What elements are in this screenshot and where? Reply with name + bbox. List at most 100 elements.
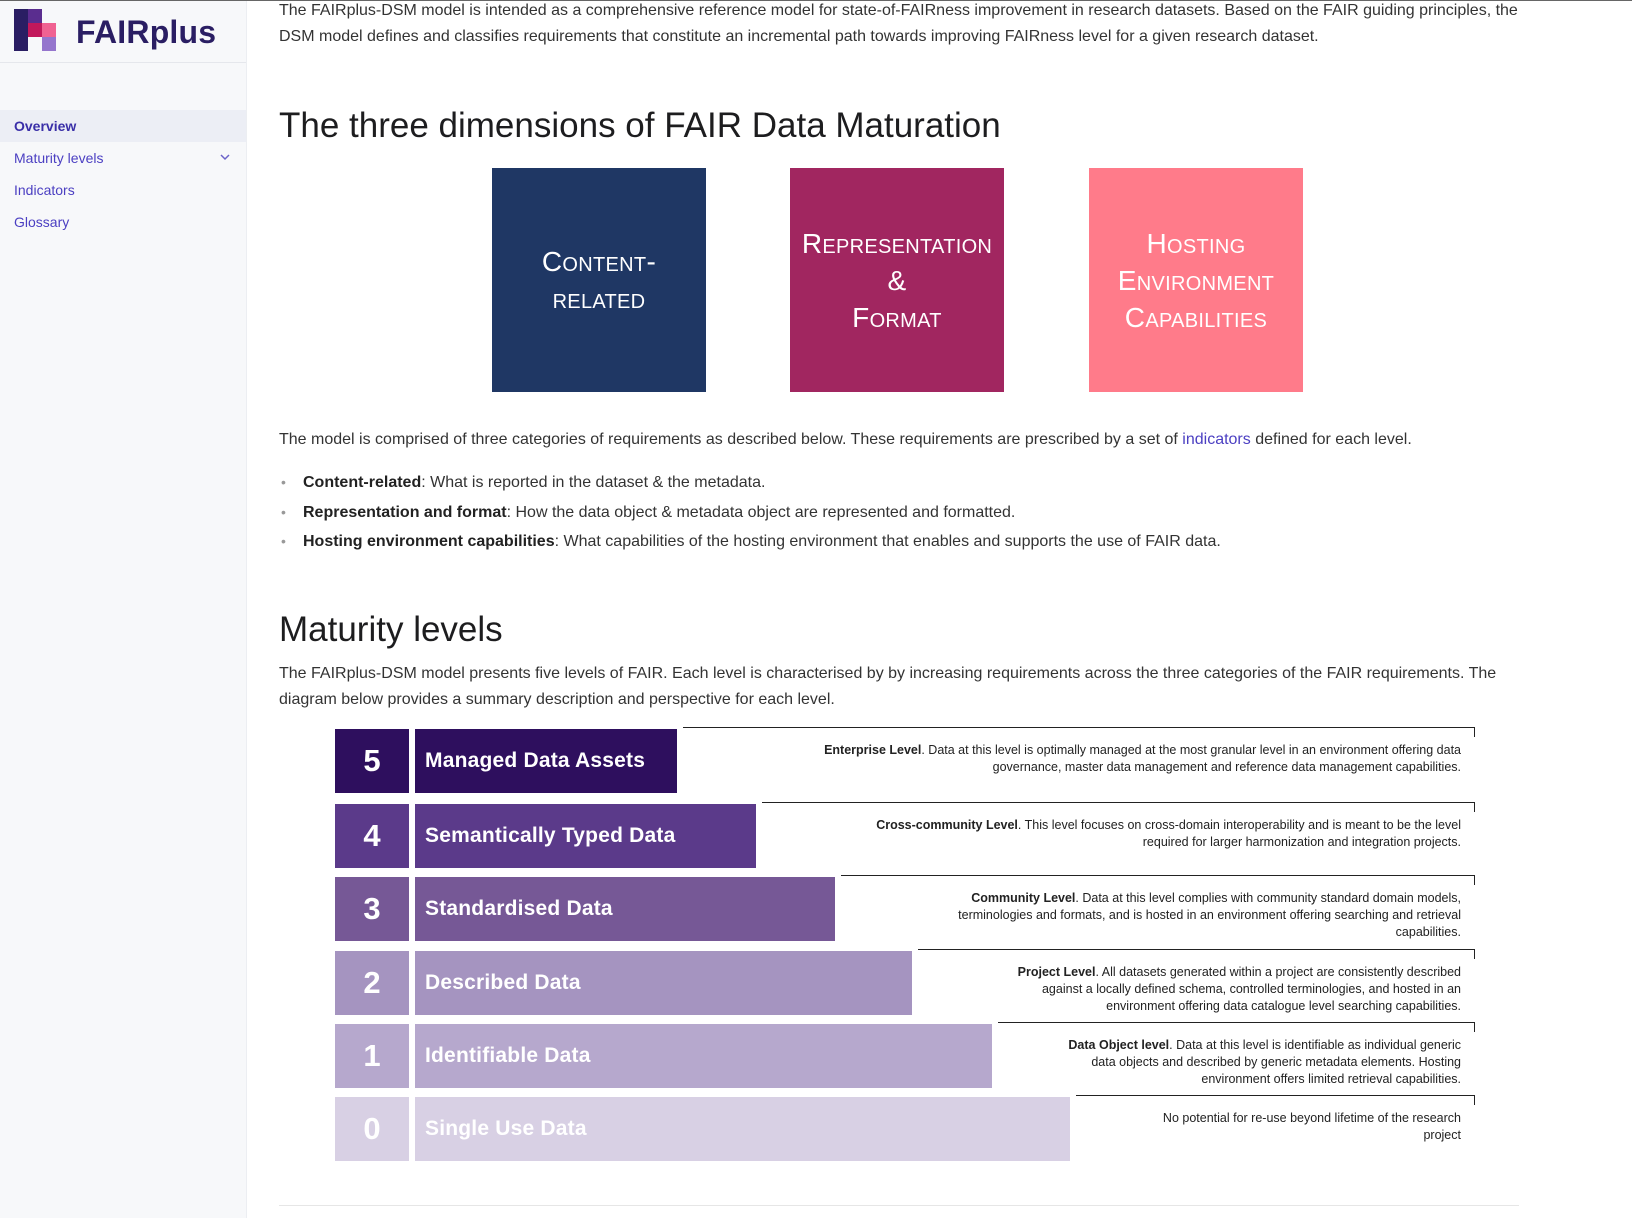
level-description-title: Cross-community Level: [876, 818, 1018, 832]
sidebar: FAIRplus Overview Maturity levels Indica…: [0, 1, 247, 1218]
level-name-bar: Single Use Data: [415, 1097, 1070, 1161]
list-item-term: Content-related: [303, 474, 422, 491]
list-item: • Hosting environment capabilities: What …: [279, 527, 1519, 557]
level-number: 5: [335, 729, 409, 793]
dimension-line: Capabilities: [1124, 301, 1268, 333]
level-description-tick: [1474, 949, 1475, 959]
level-number: 4: [335, 804, 409, 868]
bullet-icon: •: [281, 503, 286, 520]
level-description-rule: [762, 802, 1475, 803]
level-description-rule: [1076, 1095, 1475, 1096]
level-description-line: capabilities.: [841, 924, 1461, 941]
level-description-text: environment offers limited retrieval cap…: [1201, 1072, 1461, 1086]
level-description-text: data objects and described by generic me…: [1091, 1055, 1461, 1069]
level-description-title: Project Level: [1017, 965, 1096, 979]
level-description-rule: [683, 727, 1475, 728]
dimension-line: &: [887, 264, 907, 296]
sidebar-item-glossary[interactable]: Glossary: [0, 206, 246, 238]
level-description-rule: [998, 1022, 1475, 1023]
chevron-down-icon[interactable]: [218, 150, 232, 164]
level-description-tick: [1474, 802, 1475, 812]
brand-name: FAIRplus: [76, 14, 217, 50]
level-name-bar: Semantically Typed Data: [415, 804, 756, 868]
dimension-line: Content-: [541, 246, 657, 277]
top-border: [0, 0, 1632, 1]
maturity-levels-diagram: 5 Managed Data Assets Enterprise Level. Da…: [335, 727, 1475, 1165]
brand[interactable]: FAIRplus: [14, 9, 234, 61]
indicators-link[interactable]: indicators: [1182, 431, 1251, 448]
level-description-line: required for larger harmonization and in…: [762, 834, 1461, 851]
level-number: 1: [335, 1024, 409, 1088]
level-description-text: This level focuses on cross-domain inter…: [1024, 818, 1461, 832]
list-item-text: : What capabilities of the hosting envir…: [554, 533, 1221, 550]
level-name-bar: Identifiable Data: [415, 1024, 992, 1088]
level-description: Community Level. Data at this level comp…: [841, 890, 1461, 941]
sidebar-item-maturity-levels[interactable]: Maturity levels: [0, 142, 246, 174]
list-item: • Content-related: What is reported in th…: [279, 468, 1519, 498]
sidebar-item-overview[interactable]: Overview: [0, 110, 246, 142]
sidebar-item-label: Indicators: [14, 182, 75, 198]
level-description-text: project: [1423, 1128, 1461, 1142]
bullet-icon: •: [281, 533, 286, 549]
level-name-bar: Described Data: [415, 951, 912, 1015]
level-description-line: Community Level. Data at this level comp…: [971, 891, 1461, 905]
level-description-text: Data at this level complies with communi…: [1082, 891, 1461, 905]
level-description-text: required for larger harmonization and in…: [1142, 835, 1461, 849]
level-description-line: Enterprise Level. Data at this level is …: [824, 743, 1461, 757]
fairplus-logo-icon: [14, 9, 58, 53]
level-name-bar: Standardised Data: [415, 877, 835, 941]
level-description-line: data objects and described by generic me…: [998, 1054, 1461, 1071]
level-description-line: Cross-community Level. This level focuse…: [876, 818, 1461, 832]
level-description-line: Data Object level. Data at this level is…: [1068, 1038, 1461, 1052]
dimension-content-related: Content-related: [492, 168, 706, 392]
dimension-line: Hosting: [1146, 227, 1246, 259]
level-description-text: No potential for re-use beyond lifetime …: [1162, 1111, 1461, 1125]
bullet-icon: •: [281, 474, 286, 490]
dimension-line: Format: [852, 301, 942, 333]
level-description-tick: [1474, 727, 1475, 737]
level-number: 0: [335, 1097, 409, 1161]
level-number: 3: [335, 877, 409, 941]
section-divider: [279, 1205, 1519, 1206]
level-description-text: environment offering data catalogue leve…: [1106, 999, 1461, 1013]
level-description-text: Data at this level is identifiable as in…: [1176, 1038, 1461, 1052]
level-description-text: Data at this level is optimally managed …: [928, 743, 1461, 757]
model-text: The model is comprised of three categori…: [279, 431, 1183, 448]
sidebar-divider: [0, 62, 246, 63]
model-text: defined for each level.: [1250, 431, 1412, 448]
level-number: 2: [335, 951, 409, 1015]
maturity-heading: Maturity levels: [279, 610, 503, 649]
level-description: Data Object level. Data at this level is…: [998, 1037, 1461, 1088]
sidebar-item-label: Glossary: [14, 214, 70, 230]
level-description-rule: [841, 875, 1475, 876]
dimension-hosting-environment: Hosting Environment Capabilities: [1089, 168, 1303, 392]
level-description-text: All datasets generated within a project …: [1101, 965, 1461, 979]
dimension-line: related: [552, 283, 646, 314]
list-item: • Representation and format: How the data…: [279, 498, 1519, 528]
level-description-title: Enterprise Level: [824, 743, 922, 757]
level-name-bar: Managed Data Assets: [415, 729, 677, 793]
level-description: Enterprise Level. Data at this level is …: [683, 742, 1461, 776]
level-description-tick: [1474, 875, 1475, 885]
level-description: Project Level. All datasets generated wi…: [918, 964, 1461, 1015]
level-description-line: terminologies and formats, and is hosted…: [841, 907, 1461, 924]
list-item-text: : What is reported in the dataset & the …: [421, 474, 766, 491]
level-description-title: Community Level: [971, 891, 1076, 905]
requirements-list: • Content-related: What is reported in th…: [279, 468, 1519, 557]
sidebar-item-indicators[interactable]: Indicators: [0, 174, 246, 206]
level-description-line: governance, master data management and r…: [683, 759, 1461, 776]
level-description-tick: [1474, 1022, 1475, 1032]
sidebar-item-label: Maturity levels: [14, 150, 104, 166]
level-description-line: against a locally defined schema, contro…: [918, 981, 1461, 998]
level-description-line: environment offering data catalogue leve…: [918, 998, 1461, 1015]
level-description-text: governance, master data management and r…: [992, 760, 1461, 774]
sidebar-item-label: Overview: [14, 118, 77, 134]
dimensions-heading: The three dimensions of FAIR Data Matura…: [279, 106, 1001, 145]
level-description-line: No potential for re-use beyond lifetime …: [1076, 1110, 1461, 1127]
level-description: No potential for re-use beyond lifetime …: [1076, 1110, 1461, 1144]
level-description-title: Data Object level: [1068, 1038, 1170, 1052]
intro-paragraph: The FAIRplus-DSM model is intended as a …: [279, 2, 1518, 45]
level-description: Cross-community Level. This level focuse…: [762, 817, 1461, 851]
list-item-term: Representation and format: [303, 503, 507, 521]
level-description-text: against a locally defined schema, contro…: [1041, 982, 1461, 996]
